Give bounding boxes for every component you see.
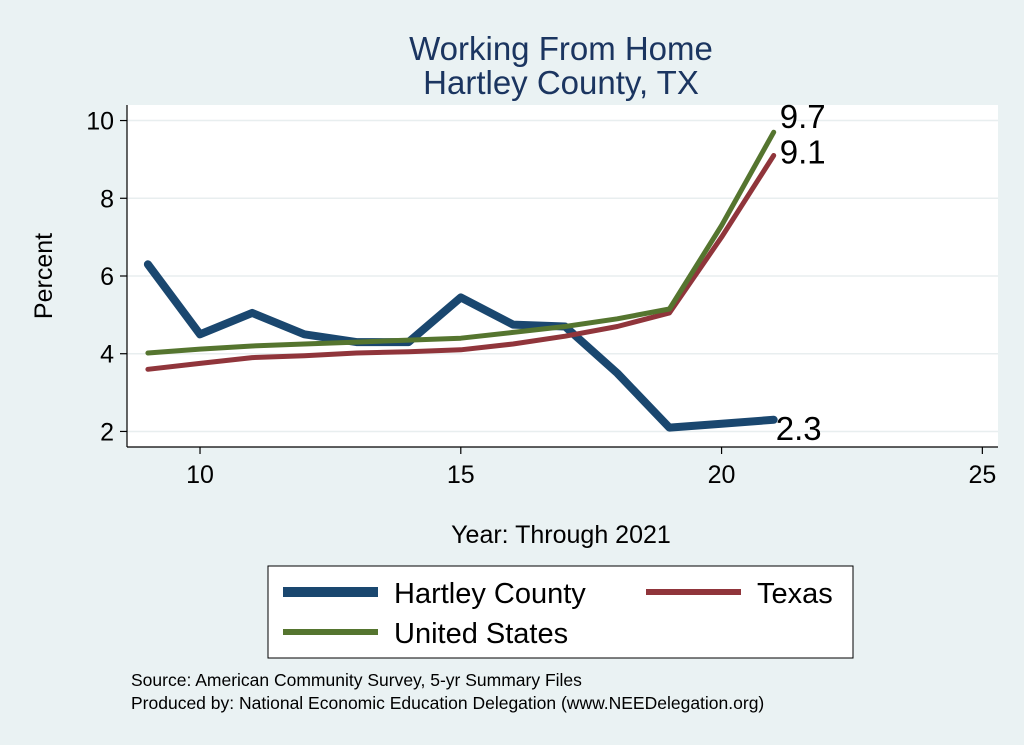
series-line-united-states	[145, 129, 777, 356]
series-lines	[143, 129, 778, 432]
legend-label-hartley-county: Hartley County	[394, 578, 586, 610]
gridlines	[127, 119, 998, 433]
series-line-texas	[145, 153, 777, 372]
end-labels: 2.3 9.19.7	[776, 98, 826, 447]
x-axis-label: Year: Through 2021	[451, 521, 671, 549]
y-axis-label: Percent	[30, 233, 58, 319]
legend-box	[267, 565, 854, 659]
series-line-hartley-county	[143, 260, 778, 432]
y-tick-label: 6	[100, 263, 114, 291]
chart-title-line-1: Working From Home	[409, 30, 713, 67]
source-note: Source: American Community Survey, 5-yr …	[131, 670, 582, 690]
y-tick-label: 8	[100, 185, 114, 213]
y-tick-label: 2	[100, 418, 114, 446]
chart-title-line-2: Hartley County, TX	[423, 64, 699, 101]
x-tick-label: 15	[447, 461, 475, 489]
produced-by-note: Produced by: National Economic Education…	[131, 693, 764, 713]
end-label-hartley-county: 2.3	[776, 410, 822, 447]
end-label-united-states: 9.7	[780, 98, 826, 135]
end-label-texas: 9.1	[780, 134, 826, 171]
y-tick-label: 10	[86, 108, 114, 136]
x-axis-ticks: 10 15 20 25	[186, 447, 996, 489]
x-tick-label: 10	[186, 461, 214, 489]
y-axis-ticks: 2 4 6 8 10	[86, 108, 127, 446]
x-tick-label: 20	[708, 461, 736, 489]
legend-label-united-states: United States	[394, 618, 568, 650]
y-tick-label: 4	[100, 341, 114, 369]
x-tick-label: 25	[968, 461, 996, 489]
legend-label-texas: Texas	[757, 578, 833, 610]
legend: Hartley County Texas United States	[267, 565, 854, 659]
